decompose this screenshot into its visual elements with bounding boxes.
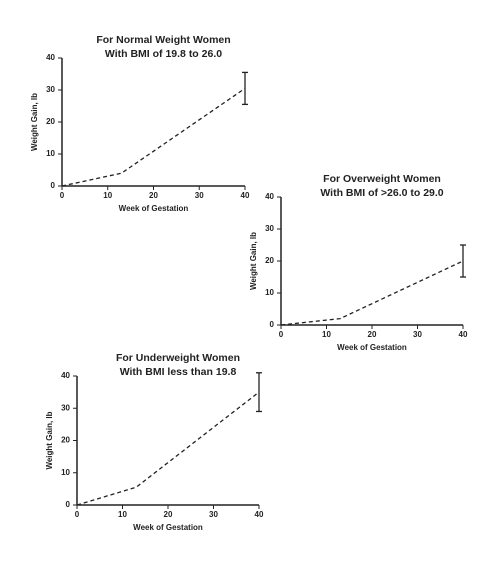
chart-title: For Underweight Women [116,352,240,364]
error-bar [242,71,248,106]
error-bar [460,244,466,278]
x-tick-label: 0 [60,191,65,200]
x-axis-label: Week of Gestation [119,204,189,213]
x-tick-label: 20 [149,191,158,200]
x-tick-label: 30 [209,510,218,519]
x-tick-label: 10 [103,191,112,200]
y-tick-label: 10 [61,468,70,477]
y-tick-label: 40 [61,371,70,380]
x-axis-label: Week of Gestation [133,523,203,532]
y-tick-label: 40 [46,53,55,62]
y-tick-label: 30 [265,224,274,233]
x-tick-label: 30 [195,191,204,200]
chart-title: For Normal Weight Women [96,34,230,46]
error-bar [256,372,262,413]
data-line [76,391,260,506]
y-tick-label: 0 [66,500,71,509]
y-axis-label: Weight Gain, lb [45,411,54,469]
y-tick-label: 10 [46,149,55,158]
x-tick-label: 0 [279,330,284,339]
chart-subtitle: With BMI less than 19.8 [120,366,237,378]
y-tick-label: 10 [265,288,274,297]
y-tick-label: 20 [46,117,55,126]
data-line [280,260,464,326]
x-tick-label: 40 [255,510,264,519]
x-tick-label: 30 [413,330,422,339]
chart-subtitle: With BMI of 19.8 to 26.0 [105,48,222,60]
y-axis-label: Weight Gain, lb [249,232,258,290]
x-tick-label: 10 [118,510,127,519]
y-axis-label: Weight Gain, lb [30,93,39,151]
x-tick-label: 10 [322,330,331,339]
x-tick-label: 0 [75,510,80,519]
y-tick-label: 30 [61,403,70,412]
y-tick-label: 0 [51,181,56,190]
chart-title: For Overweight Women [323,173,441,185]
x-tick-label: 20 [368,330,377,339]
y-tick-label: 30 [46,85,55,94]
y-tick-label: 20 [265,256,274,265]
x-tick-label: 20 [164,510,173,519]
chart-subtitle: With BMI of >26.0 to 29.0 [320,187,443,199]
y-tick-label: 20 [61,436,70,445]
x-tick-label: 40 [241,191,250,200]
x-tick-label: 40 [459,330,468,339]
x-axis-label: Week of Gestation [337,343,407,352]
y-tick-label: 0 [270,320,275,329]
y-tick-label: 40 [265,192,274,201]
data-line [61,87,246,187]
